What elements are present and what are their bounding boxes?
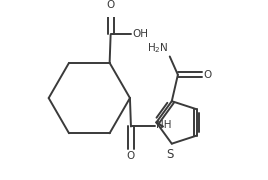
Text: S: S: [166, 148, 173, 161]
Text: NH: NH: [156, 120, 172, 130]
Text: O: O: [203, 70, 211, 80]
Text: OH: OH: [132, 29, 148, 39]
Text: O: O: [127, 151, 135, 161]
Text: O: O: [106, 0, 115, 10]
Text: H$_2$N: H$_2$N: [147, 41, 169, 55]
